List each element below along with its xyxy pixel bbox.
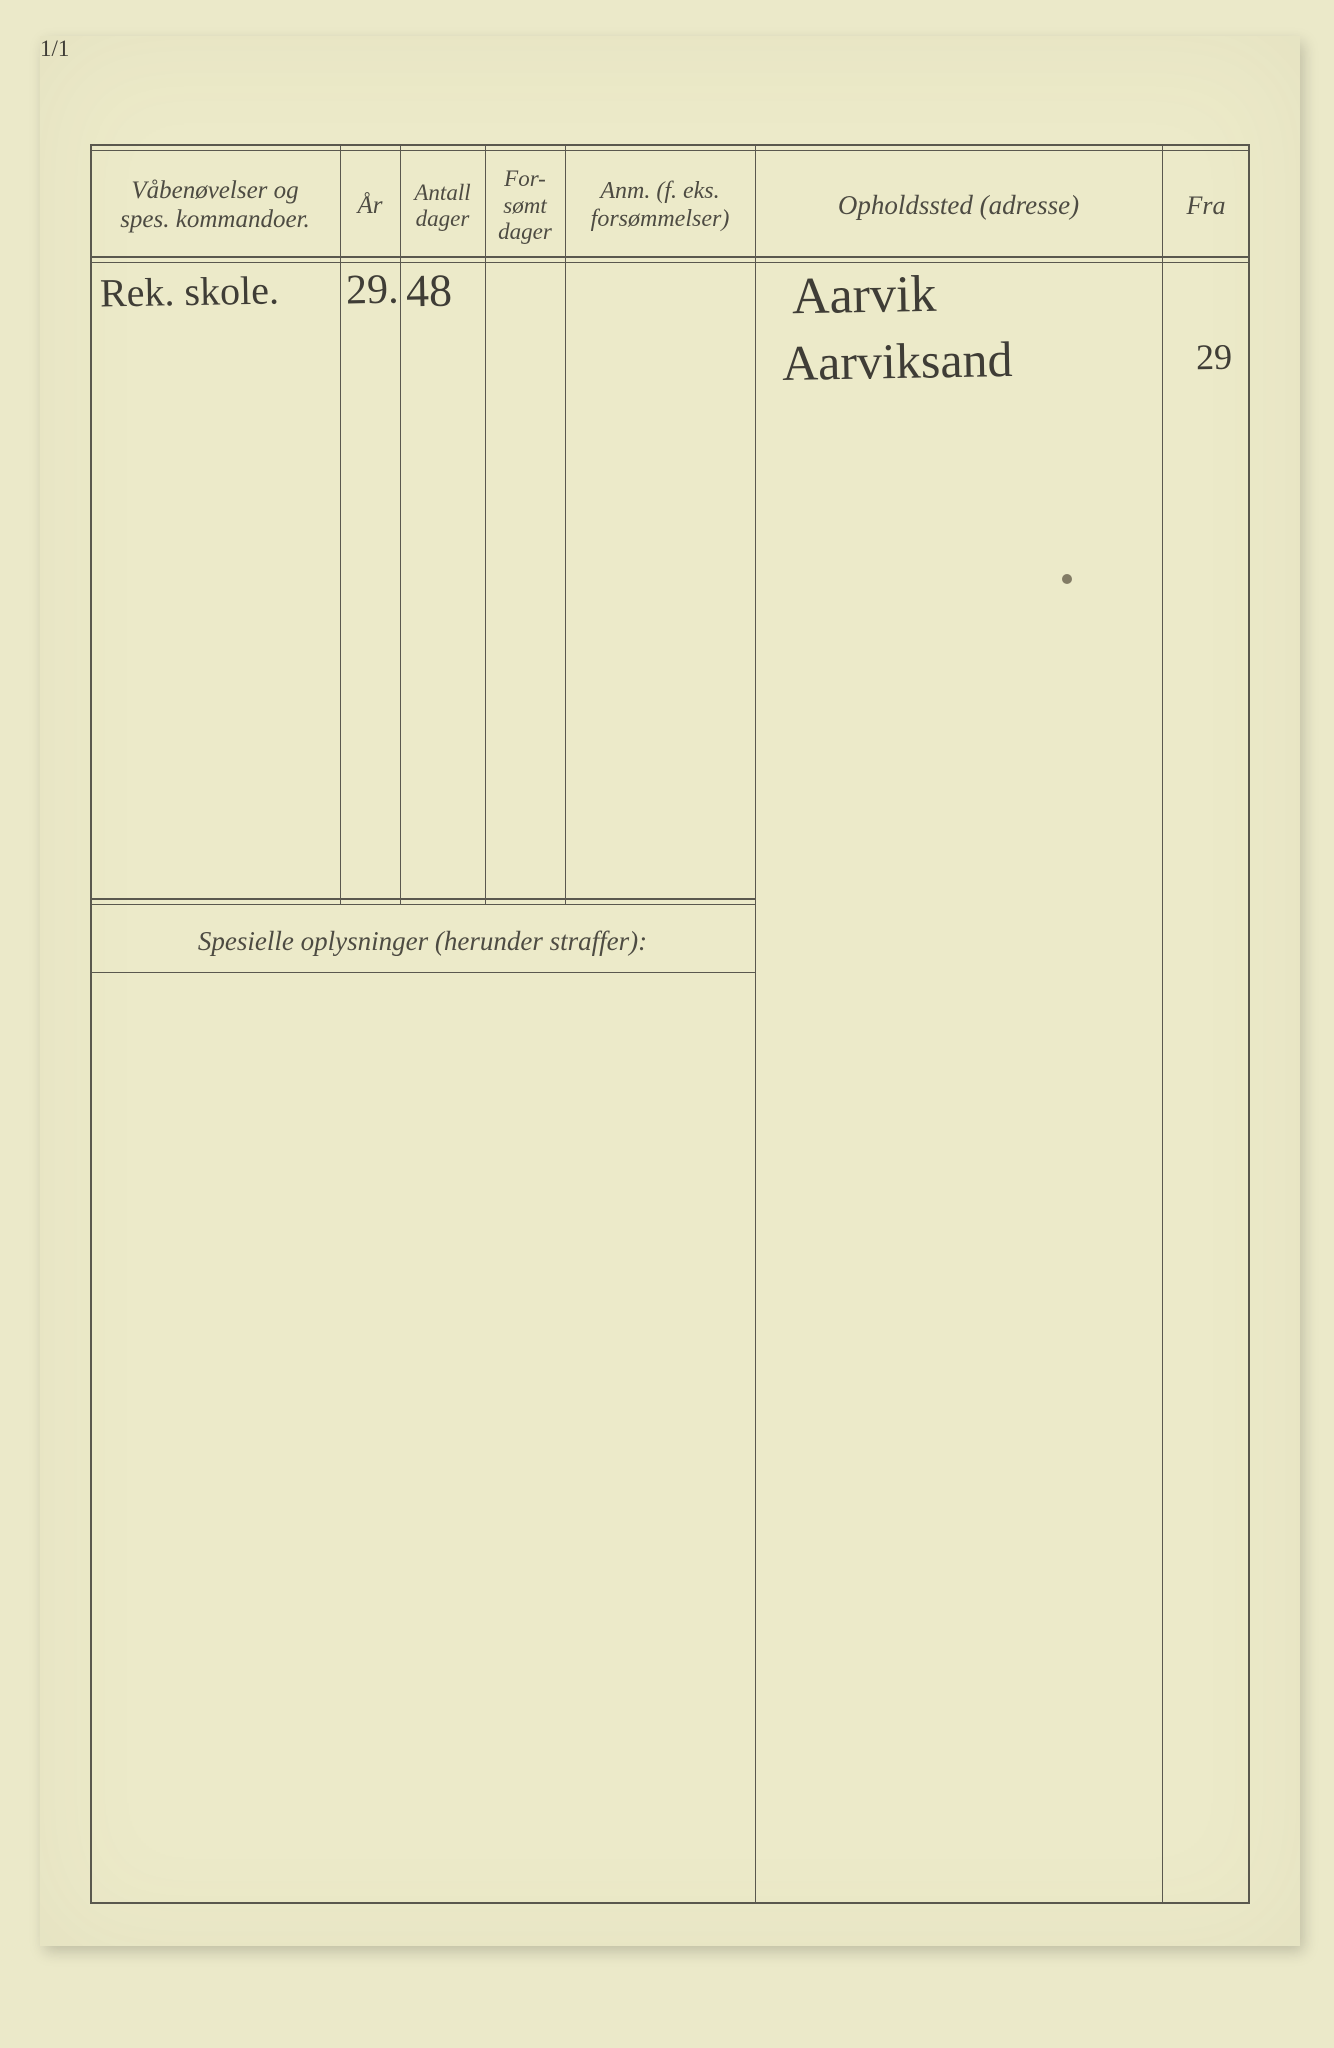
col-divider-3 <box>485 144 486 904</box>
cell-fra-year: 29 <box>1196 336 1233 379</box>
cell-aar: 29. <box>346 266 399 315</box>
col-header-anm: Anm. (f. eks.forsømmelser) <box>565 160 755 252</box>
col-divider-1 <box>340 144 341 904</box>
col-divider-6 <box>1162 144 1163 1904</box>
record-card: Våbenøvelser ogspes. kommandoer. År Anta… <box>40 36 1300 1946</box>
cell-opholdssted-line2: Aarviksand <box>782 330 1013 392</box>
spesielle-divider-top <box>90 898 755 900</box>
cell-opholdssted-line1: Aarvik <box>791 265 936 327</box>
col-header-aar: År <box>340 160 400 252</box>
col-divider-2 <box>400 144 401 904</box>
cell-fra-super: 1/1 <box>40 36 1300 62</box>
col-header-antall-dager: Antalldager <box>400 160 485 252</box>
col-header-fra: Fra <box>1162 160 1250 252</box>
col-header-opholdssted: Opholdssted (adresse) <box>755 160 1162 252</box>
col-divider-4 <box>565 144 566 904</box>
spesielle-divider-bottom <box>90 972 755 973</box>
header-separator <box>90 256 1250 258</box>
spesielle-divider-top-inner <box>90 904 755 905</box>
col-header-forsomt-dager: For-sømtdager <box>485 160 565 252</box>
spesielle-label: Spesielle oplysninger (herunder straffer… <box>90 916 755 966</box>
header-separator-inner <box>90 262 1250 263</box>
col-header-vabenovelser: Våbenøvelser ogspes. kommandoer. <box>90 160 340 252</box>
outer-frame-inner-top <box>90 150 1250 151</box>
col-divider-5 <box>755 144 756 1904</box>
ink-speck <box>1062 574 1072 584</box>
outer-frame <box>90 144 1250 1904</box>
cell-vabenovelser: Rek. skole. <box>100 266 280 316</box>
cell-antall-dager: 48 <box>406 264 453 318</box>
